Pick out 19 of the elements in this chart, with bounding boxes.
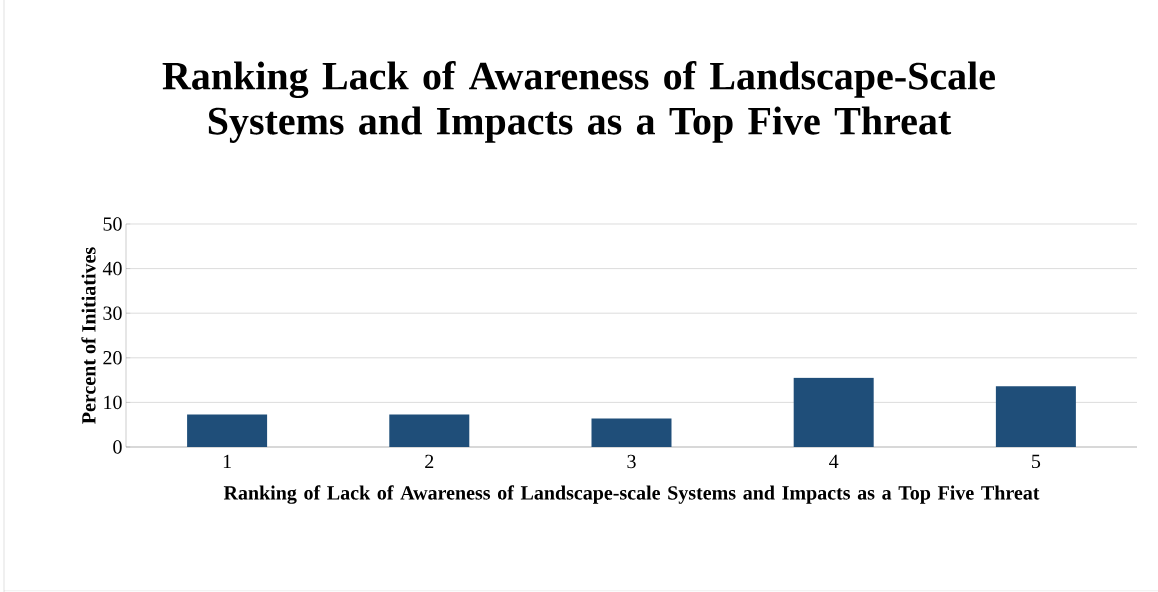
x-tick-label: 1: [223, 454, 231, 468]
y-tick-label: 30: [103, 306, 122, 320]
bar: [389, 414, 470, 447]
y-tick-label: 10: [104, 395, 122, 410]
bar: [591, 418, 672, 447]
y-tick-label: 0: [113, 440, 122, 454]
y-axis-title: Percent of Initiatives: [81, 247, 96, 424]
bar: [793, 377, 874, 447]
x-tick-label: 5: [1032, 454, 1041, 469]
x-tick-label: 2: [425, 454, 434, 469]
x-tick-label: 4: [829, 454, 839, 468]
bar: [187, 414, 268, 447]
chart-title: Ranking Lack of Awareness of Landscape-Scale Systems and Impacts as a Top Five Threat: [162, 61, 995, 143]
y-tick-label: 40: [102, 261, 122, 276]
y-tick-label: 20: [103, 351, 122, 365]
bar: [995, 386, 1076, 447]
y-tick-label: 50: [103, 217, 122, 231]
x-tick-label: 3: [627, 454, 636, 469]
x-axis-title: Ranking of Lack of Awareness of Landscape-scale Systems and Impacts as a Top Five Threat: [223, 485, 1040, 504]
